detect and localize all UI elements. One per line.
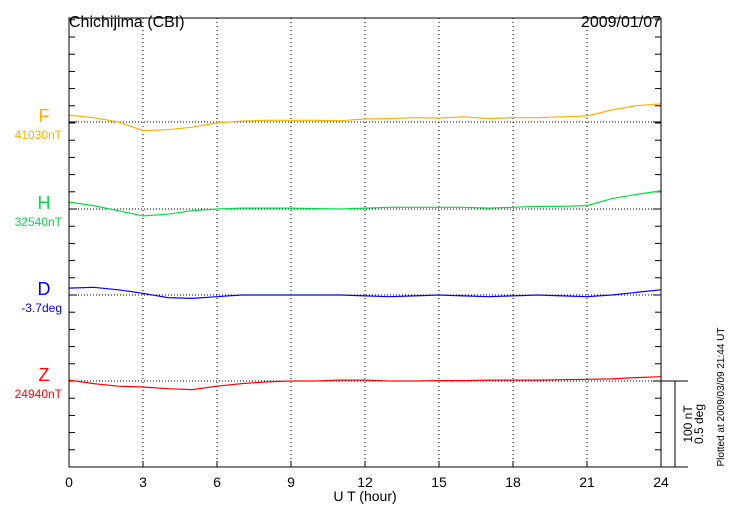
series-line-H bbox=[68, 190, 662, 217]
series-baseline-F: 41030nT bbox=[15, 128, 63, 142]
x-axis-label: U T (hour) bbox=[333, 488, 396, 504]
series-name-F: F bbox=[39, 106, 50, 126]
x-tick-label: 6 bbox=[213, 474, 221, 490]
series-name-D: D bbox=[38, 279, 51, 299]
series-name-Z: Z bbox=[39, 365, 50, 385]
plot-frame bbox=[68, 17, 662, 468]
series-name-H: H bbox=[38, 193, 51, 213]
x-tick-label: 21 bbox=[579, 474, 595, 490]
series-baseline-D: -3.7deg bbox=[21, 301, 62, 315]
scale-bar: 100 nT 0.5 deg bbox=[661, 380, 706, 468]
x-tick-label: 9 bbox=[287, 474, 295, 490]
series-line-Z bbox=[68, 376, 662, 391]
plotted-at-footer: Plotted at 2009/03/09 21:44 UT bbox=[716, 328, 727, 467]
x-tick-label: 0 bbox=[65, 474, 73, 490]
chart-title: Chichijima (CBI) bbox=[69, 14, 185, 31]
x-tick-label: 24 bbox=[653, 474, 669, 490]
x-tick-label: 18 bbox=[505, 474, 521, 490]
series-line-D bbox=[68, 286, 662, 300]
scale-bar-deg: 0.5 deg bbox=[692, 404, 706, 444]
chart-date: 2009/01/07 bbox=[581, 14, 661, 31]
series-baseline-Z: 24940nT bbox=[15, 387, 63, 401]
x-tick-label: 12 bbox=[357, 474, 373, 490]
scale-bar-nt: 100 nT bbox=[681, 405, 695, 443]
series-line-F bbox=[68, 103, 662, 132]
series-baseline-H: 32540nT bbox=[15, 215, 63, 229]
x-tick-label: 15 bbox=[431, 474, 447, 490]
x-tick-label: 3 bbox=[139, 474, 147, 490]
